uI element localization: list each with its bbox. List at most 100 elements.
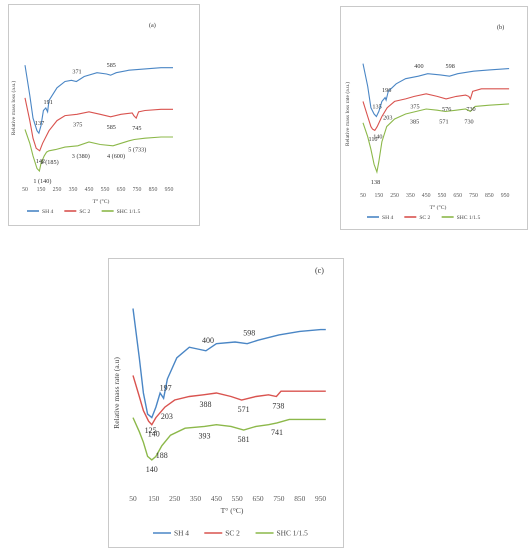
chart-panel-c: (c) Relative mass rate (a.u) 50 150 250 350 45…	[108, 258, 344, 548]
series-line-shc-1-1-5	[132, 417, 326, 461]
x-axis-label: T° (°C)	[221, 506, 244, 515]
x-axis-label: T° (°C)	[93, 198, 110, 205]
peak-label: 393	[198, 431, 210, 440]
legend-label: SC 2	[225, 529, 240, 538]
peak-label: 135	[372, 104, 381, 111]
y-axis-label: Relative mass loss (a.u.)	[10, 81, 17, 136]
peak-label: 137	[35, 120, 44, 127]
peak-label: 2 (185)	[41, 159, 59, 166]
x-tick-label: 50	[360, 193, 366, 199]
peak-label: 400	[414, 63, 423, 70]
chart-svg: (c) Relative mass rate (a.u) 50 150 250 350 45…	[112, 266, 326, 538]
chart-svg: (b) Relative mass loss rate (a.u.) 50 150 25…	[344, 24, 510, 221]
chart-svg: (a) Relative mass loss (a.u.) 50 150 250 350 4…	[10, 22, 174, 215]
peak-label: 598	[243, 329, 255, 338]
y-axis-label: Relative mass loss rate (a.u.)	[344, 82, 351, 146]
x-tick-label: 950	[165, 187, 174, 193]
peak-label: 140	[373, 134, 382, 141]
x-tick-label: 750	[469, 193, 478, 199]
x-tick-label: 950	[315, 494, 326, 503]
x-tick-label: 850	[485, 193, 494, 199]
x-tick-label: 450	[422, 193, 431, 199]
x-tick-label: 750	[273, 494, 284, 503]
x-tick-label: 150	[37, 187, 46, 193]
peak-label: 745	[132, 125, 141, 132]
series-line-shc-1-1-5	[24, 129, 173, 173]
panel-label: (b)	[497, 24, 504, 31]
peak-label: 142	[36, 158, 45, 165]
peak-label: 741	[271, 428, 283, 437]
peak-label: 3 (380)	[72, 153, 90, 160]
series-line-sh-4	[362, 63, 510, 118]
x-axis-label: T° (°C)	[430, 204, 447, 211]
peak-label: 730	[464, 118, 473, 125]
peak-label: 140	[146, 465, 158, 474]
peak-label: 581	[238, 435, 250, 444]
peak-label: 375	[73, 121, 82, 128]
legend-label: SC 2	[419, 215, 430, 221]
x-tick-label: 750	[133, 187, 142, 193]
peak-label: 188	[156, 451, 168, 460]
chart-panel-a: (a) Relative mass loss (a.u.) 50 150 250 350 4…	[8, 4, 200, 226]
peak-label: 138	[371, 179, 380, 186]
x-tick-label: 450	[211, 494, 222, 503]
peak-label: 371	[72, 69, 81, 76]
series-line-sc-2	[362, 88, 510, 132]
peak-label: 385	[410, 118, 419, 125]
peak-label: 125	[145, 426, 157, 435]
peak-label: 585	[107, 124, 116, 131]
series-line-sh-4	[24, 65, 173, 135]
legend-label: SH 4	[382, 215, 394, 221]
series-line-sh-4	[132, 308, 326, 419]
x-tick-label: 650	[253, 494, 264, 503]
peak-label: 197	[160, 383, 172, 392]
peak-label: 196	[382, 87, 391, 94]
x-tick-label: 650	[117, 187, 126, 193]
peak-label: 598	[446, 63, 455, 70]
peak-label: 203	[383, 115, 392, 122]
x-tick-label: 250	[390, 193, 399, 199]
peak-label: 571	[439, 118, 448, 125]
series-line-sc-2	[24, 97, 173, 152]
peak-label: 191	[44, 99, 53, 106]
peak-label: 203	[161, 412, 173, 421]
y-axis-label: Relative mass rate (a.u)	[112, 357, 121, 429]
peak-label: 400	[202, 336, 214, 345]
legend-label: SHC 1/1.5	[277, 529, 309, 538]
x-tick-label: 250	[53, 187, 62, 193]
peak-label: 140	[148, 430, 160, 439]
x-tick-label: 650	[453, 193, 462, 199]
x-tick-label: 50	[129, 494, 137, 503]
x-tick-label: 850	[294, 494, 305, 503]
x-tick-label: 350	[69, 187, 78, 193]
x-tick-label: 950	[501, 193, 510, 199]
peak-label: 585	[107, 62, 116, 69]
x-tick-label: 350	[406, 193, 415, 199]
x-tick-label: 850	[149, 187, 158, 193]
panel-label: (a)	[149, 22, 156, 29]
x-tick-label: 550	[101, 187, 110, 193]
legend-label: SHC 1/1.5	[117, 209, 141, 215]
legend-label: SHC 1/1.5	[457, 215, 481, 221]
series-line-shc-1-1-5	[362, 103, 510, 175]
peak-label: 4 (600)	[107, 153, 125, 160]
x-tick-label: 50	[22, 187, 28, 193]
peak-label: 576	[442, 106, 451, 113]
peak-label: 375	[410, 103, 419, 110]
chart-panel-b: (b) Relative mass loss rate (a.u.) 50 150 25…	[340, 6, 528, 230]
x-tick-label: 350	[190, 494, 201, 503]
legend-label: SH 4	[174, 529, 189, 538]
legend-label: SH 4	[42, 209, 54, 215]
peak-label: 738	[272, 402, 284, 411]
peak-label: 388	[199, 400, 211, 409]
x-tick-label: 450	[85, 187, 94, 193]
panel-label: (c)	[315, 266, 324, 275]
legend-label: SC 2	[79, 209, 90, 215]
x-tick-label: 550	[232, 494, 243, 503]
peak-label: 110	[368, 136, 377, 143]
x-tick-label: 250	[169, 494, 180, 503]
peak-label: 1 (140)	[33, 178, 51, 185]
peak-label: 730	[466, 106, 475, 113]
x-tick-label: 150	[374, 193, 383, 199]
x-tick-label: 150	[148, 494, 159, 503]
